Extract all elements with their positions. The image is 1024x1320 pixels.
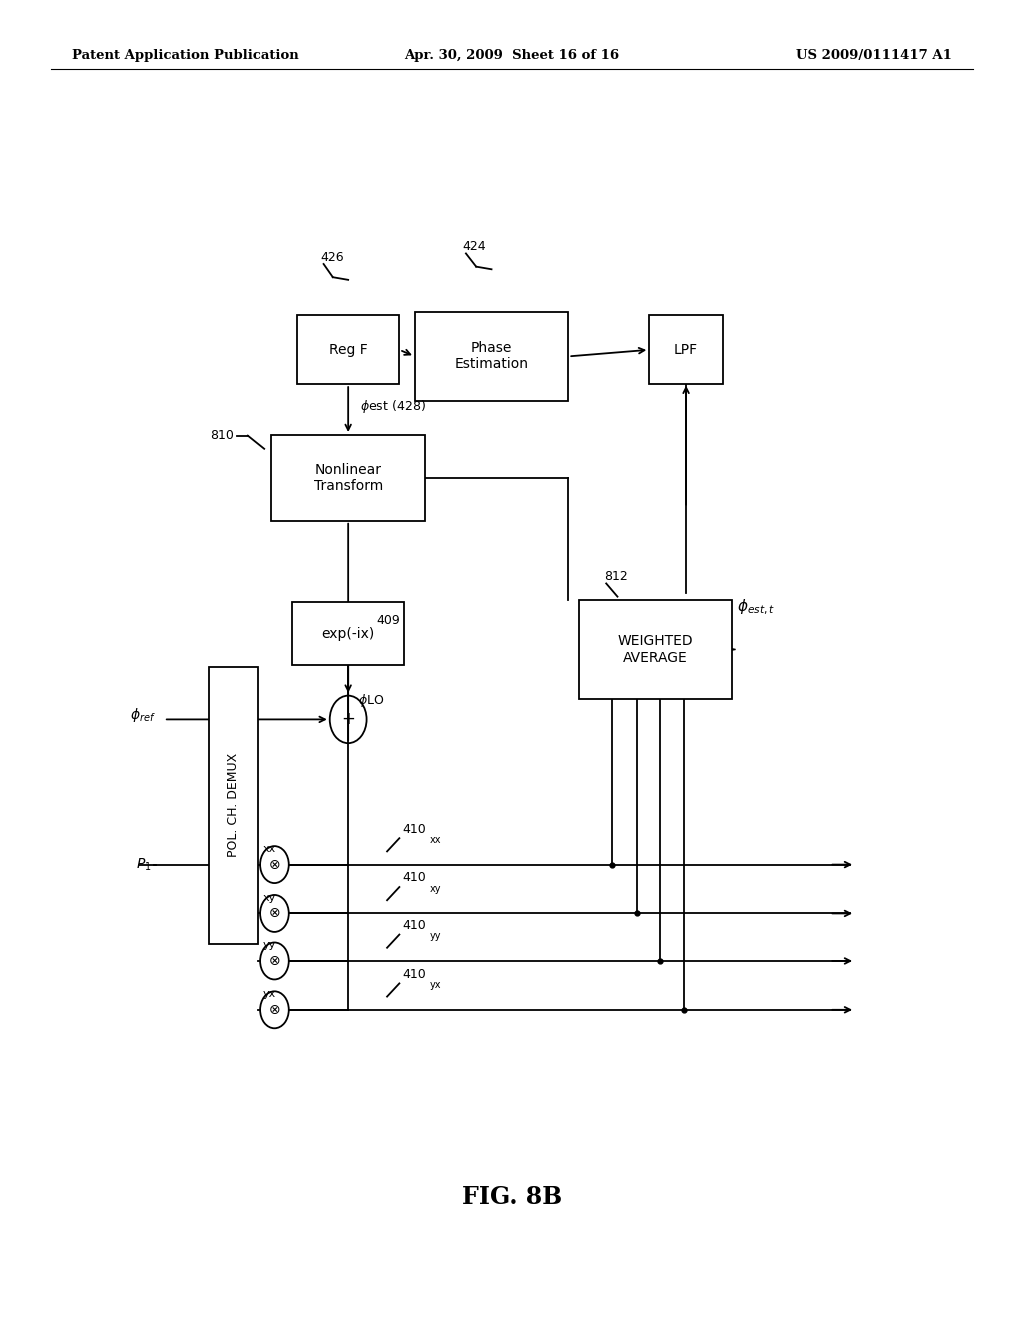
FancyBboxPatch shape: [297, 315, 399, 384]
Text: Reg F: Reg F: [329, 343, 368, 356]
Text: yy: yy: [430, 931, 441, 941]
FancyBboxPatch shape: [649, 315, 723, 384]
Text: $\otimes$: $\otimes$: [268, 954, 281, 968]
Text: xy: xy: [263, 892, 276, 903]
Text: $\phi_{est,t}$: $\phi_{est,t}$: [737, 598, 775, 616]
Text: LPF: LPF: [674, 343, 698, 356]
FancyBboxPatch shape: [271, 434, 425, 520]
Text: yy: yy: [263, 940, 276, 950]
FancyBboxPatch shape: [209, 667, 258, 944]
Text: 424: 424: [463, 240, 486, 253]
Text: 810: 810: [211, 429, 234, 442]
Text: 410: 410: [402, 968, 426, 981]
Text: 409: 409: [377, 614, 400, 627]
Text: +: +: [341, 710, 355, 729]
FancyBboxPatch shape: [579, 599, 732, 700]
Text: $\otimes$: $\otimes$: [268, 907, 281, 920]
Text: POL. CH. DEMUX: POL. CH. DEMUX: [227, 754, 240, 857]
Text: 426: 426: [321, 251, 344, 264]
Text: xx: xx: [430, 834, 441, 845]
Text: exp(-ix): exp(-ix): [322, 627, 375, 640]
Text: xx: xx: [263, 843, 276, 854]
Text: US 2009/0111417 A1: US 2009/0111417 A1: [797, 49, 952, 62]
Text: FIG. 8B: FIG. 8B: [462, 1185, 562, 1209]
Text: 410: 410: [402, 871, 426, 884]
Text: Apr. 30, 2009  Sheet 16 of 16: Apr. 30, 2009 Sheet 16 of 16: [404, 49, 620, 62]
FancyBboxPatch shape: [292, 602, 404, 665]
Text: $\otimes$: $\otimes$: [268, 1003, 281, 1016]
Text: xy: xy: [430, 883, 441, 894]
Text: $\phi$est (428): $\phi$est (428): [360, 399, 426, 414]
Text: yx: yx: [263, 989, 276, 999]
Text: 410: 410: [402, 919, 426, 932]
Text: $P_1$: $P_1$: [136, 857, 152, 873]
Text: yx: yx: [430, 979, 441, 990]
Text: Nonlinear
Transform: Nonlinear Transform: [313, 463, 383, 492]
Text: Patent Application Publication: Patent Application Publication: [72, 49, 298, 62]
Text: 410: 410: [402, 822, 426, 836]
Text: $\phi_{ref}$: $\phi_{ref}$: [130, 706, 156, 725]
Text: WEIGHTED
AVERAGE: WEIGHTED AVERAGE: [617, 635, 693, 664]
FancyBboxPatch shape: [415, 312, 568, 401]
Text: $\otimes$: $\otimes$: [268, 858, 281, 871]
Text: $\phi$LO: $\phi$LO: [358, 692, 385, 709]
Text: 812: 812: [604, 570, 628, 583]
Text: Phase
Estimation: Phase Estimation: [455, 342, 528, 371]
